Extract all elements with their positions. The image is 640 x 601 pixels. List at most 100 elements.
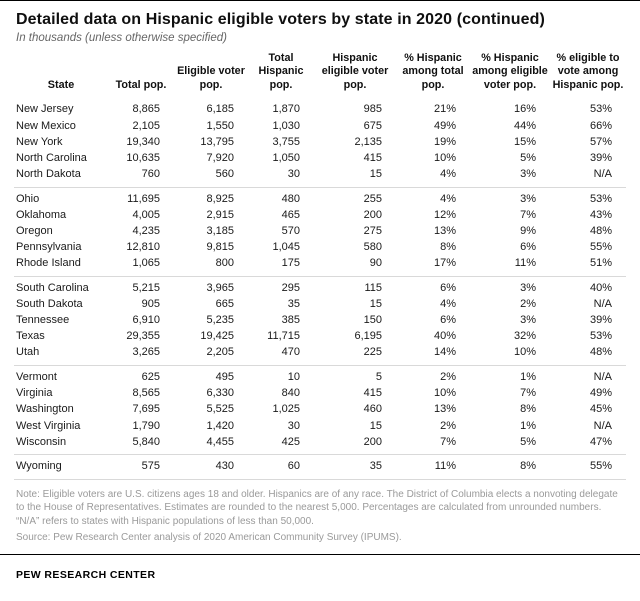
table-row: Wyoming 575 430 60 35 11% 8% 55% xyxy=(14,455,626,480)
value-cell: 1,025 xyxy=(272,403,300,416)
value-cell: 66% xyxy=(589,119,612,132)
value-cell: 8% xyxy=(520,460,536,473)
data-table: State Total pop. Eligible voter pop. Total … xyxy=(14,52,626,480)
value-cell: 675 xyxy=(363,119,382,132)
value-cell: 1,065 xyxy=(132,257,160,270)
value-cell: 3,965 xyxy=(206,281,234,294)
table-row: Vermont 625 495 10 5 2% 1% N/A xyxy=(14,366,626,386)
value-cell: 6,185 xyxy=(206,103,234,116)
value-cell: 11,695 xyxy=(127,192,160,205)
table-group: Wyoming 575 430 60 35 11% 8% 55% xyxy=(14,455,626,480)
value-cell: 8,925 xyxy=(206,192,234,205)
value-cell: 1% xyxy=(520,419,536,432)
table-row: Texas 29,355 19,425 11,715 6,195 40% 32% 53% xyxy=(14,329,626,345)
value-cell: 760 xyxy=(141,167,160,180)
value-cell: 2% xyxy=(440,371,456,384)
value-cell: 3% xyxy=(520,192,536,205)
value-cell: N/A xyxy=(593,371,612,384)
footer-brand: PEW RESEARCH CENTER xyxy=(16,568,156,581)
value-cell: 3% xyxy=(520,167,536,180)
value-cell: 10 xyxy=(287,371,300,384)
value-cell: 12% xyxy=(433,208,456,221)
value-cell: 16% xyxy=(513,103,536,116)
value-cell: 10% xyxy=(433,387,456,400)
table-row: New York 19,340 13,795 3,755 2,135 19% 15% 57% xyxy=(14,135,626,151)
value-cell: 8,865 xyxy=(132,103,160,116)
value-cell: 10% xyxy=(513,346,536,359)
value-cell: 53% xyxy=(589,103,612,116)
value-cell: 12,810 xyxy=(126,241,160,254)
table-row: New Mexico 2,105 1,550 1,030 675 49% 44% 66% xyxy=(14,118,626,134)
value-cell: 415 xyxy=(363,151,382,164)
value-cell: 60 xyxy=(287,460,300,473)
value-cell: 1,045 xyxy=(272,241,300,254)
value-cell: 21% xyxy=(433,103,456,116)
value-cell: 19,340 xyxy=(126,135,160,148)
value-cell: 48% xyxy=(589,224,612,237)
value-cell: 6% xyxy=(440,314,456,327)
value-cell: 57% xyxy=(589,135,612,148)
value-cell: 40% xyxy=(433,330,456,343)
value-cell: 8% xyxy=(520,403,536,416)
state-cell: New Mexico xyxy=(16,119,76,132)
value-cell: 15 xyxy=(369,419,382,432)
state-cell: West Virginia xyxy=(16,419,81,432)
value-cell: 29,355 xyxy=(126,330,160,343)
value-cell: 55% xyxy=(589,241,612,254)
value-cell: 255 xyxy=(363,192,382,205)
state-cell: North Carolina xyxy=(16,151,87,164)
value-cell: 7% xyxy=(520,387,536,400)
table-row: Washington 7,695 5,525 1,025 460 13% 8% 45% xyxy=(14,402,626,418)
value-cell: 1,790 xyxy=(132,419,160,432)
state-cell: North Dakota xyxy=(16,167,81,180)
value-cell: 425 xyxy=(281,435,300,448)
value-cell: 1,050 xyxy=(272,151,300,164)
value-cell: 4% xyxy=(440,298,456,311)
column-header: Hispanic eligible voter pop. xyxy=(321,52,389,91)
value-cell: 1% xyxy=(520,371,536,384)
value-cell: 985 xyxy=(363,103,382,116)
column-header: State xyxy=(47,78,75,91)
value-cell: 665 xyxy=(215,298,234,311)
value-cell: 905 xyxy=(141,298,160,311)
value-cell: 14% xyxy=(433,346,456,359)
value-cell: 19,425 xyxy=(200,330,234,343)
value-cell: 7% xyxy=(520,208,536,221)
table-group: South Carolina 5,215 3,965 295 115 6% 3% 40% Sou… xyxy=(14,276,626,366)
state-cell: Wisconsin xyxy=(16,435,67,448)
value-cell: 11,715 xyxy=(267,330,300,343)
value-cell: 8,565 xyxy=(132,387,160,400)
value-cell: 2,105 xyxy=(132,119,160,132)
column-header: % Hispanic among eligible voter pop. xyxy=(472,52,548,91)
value-cell: 43% xyxy=(589,208,612,221)
value-cell: 47% xyxy=(589,435,612,448)
footer: PEW RESEARCH CENTER xyxy=(0,553,640,595)
header-row: State Total pop. Eligible voter pop. Total … xyxy=(14,52,626,98)
value-cell: 32% xyxy=(513,330,536,343)
table-row: West Virginia 1,790 1,420 30 15 2% 1% N/A xyxy=(14,418,626,434)
column-header: Eligible voter pop. xyxy=(177,65,245,91)
table-group: Vermont 625 495 10 5 2% 1% N/A Virginia 8,565 6,33… xyxy=(14,366,626,455)
table-row: South Carolina 5,215 3,965 295 115 6% 3% 40% xyxy=(14,276,626,296)
value-cell: 44% xyxy=(513,119,536,132)
value-cell: 1,030 xyxy=(272,119,300,132)
value-cell: 1,870 xyxy=(272,103,300,116)
value-cell: 5% xyxy=(520,435,536,448)
value-cell: 39% xyxy=(589,151,612,164)
value-cell: 115 xyxy=(364,281,382,294)
value-cell: 9% xyxy=(520,224,536,237)
value-cell: 15 xyxy=(369,167,382,180)
value-cell: 90 xyxy=(369,257,382,270)
value-cell: 1,420 xyxy=(206,419,234,432)
value-cell: 625 xyxy=(141,371,160,384)
value-cell: 2% xyxy=(440,419,456,432)
value-cell: 5,525 xyxy=(206,403,234,416)
value-cell: 40% xyxy=(589,281,612,294)
table-group: New Jersey 8,865 6,185 1,870 985 21% 16% 53% New… xyxy=(14,98,626,188)
value-cell: N/A xyxy=(593,167,612,180)
value-cell: 495 xyxy=(215,371,234,384)
value-cell: 45% xyxy=(589,403,612,416)
value-cell: 5% xyxy=(520,151,536,164)
value-cell: 51% xyxy=(589,257,612,270)
value-cell: 430 xyxy=(215,460,234,473)
